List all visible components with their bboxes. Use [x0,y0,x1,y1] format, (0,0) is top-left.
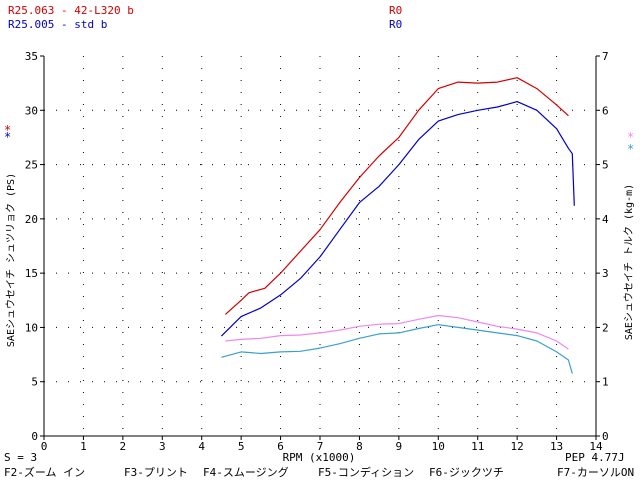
right-marker-pink: * [627,130,635,144]
x-tick-label: 10 [432,440,445,453]
run-1-code: R0 [389,4,403,17]
x-axis-label: RPM (x1000) [283,451,356,464]
fkey-zoom-in-button[interactable]: F2-ズーム イン [4,466,86,479]
x-tick-label: 7 [317,440,324,453]
chart-series [220,77,575,374]
x-tick-label: 14 [589,440,603,453]
power-line-red-run [224,77,569,315]
run-2-code: R0 [389,18,403,31]
chart-axes [43,56,597,437]
x-tick-label: 8 [356,440,363,453]
x-tick-label: 11 [471,440,484,453]
y-left-tick-label: 15 [25,267,38,280]
chart-ticks: 0 1 2 3 4 5 6 7 8 9 10 11 12 13 1405101520253035012345… [25,50,609,453]
y-right-tick-label: 2 [602,321,609,334]
power-line-blue-run [220,100,575,337]
left-marker-blue: * [4,130,12,144]
x-tick-label: 5 [238,440,245,453]
y-left-tick-label: 10 [25,321,38,334]
y-left-tick-label: 5 [31,376,38,389]
y-left-tick-label: 35 [25,50,38,63]
x-tick-label: 1 [80,440,87,453]
y-left-tick-label: 25 [25,159,38,172]
run-1-label: R25.063 - 42-L320 b [8,4,134,17]
torque-line-blue-run [221,324,573,374]
y-left-tick-label: 20 [25,213,38,226]
x-tick-label: 6 [277,440,284,453]
version-label: PEP 4.77J [565,451,625,464]
x-tick-label: 3 [159,440,166,453]
y-right-tick-label: 7 [602,50,609,63]
y-axis-right-label: SAEシュウセイチ トルク (kg-m) [623,184,635,340]
run-2-label: R25.005 - std b [8,18,108,31]
y-right-tick-label: 1 [602,376,609,389]
x-tick-label: 0 [41,440,48,453]
torque-line-red-run [225,314,569,350]
fkey-cursor-on-button[interactable]: F7-カーソルON [557,466,635,479]
y-right-tick-label: 5 [602,159,609,172]
smoothing-status: S = 3 [4,451,38,464]
y-right-tick-label: 3 [602,267,609,280]
x-tick-label: 2 [120,440,127,453]
fkey-measurement-button[interactable]: F6-ジックツチ [429,466,504,479]
y-axis-left-label: SAEシュウセイチ シュツリョク (PS) [5,173,17,347]
right-marker-cyan: * [627,142,635,156]
y-left-tick-label: 30 [25,104,38,117]
fkey-condition-button[interactable]: F5-コンディション [318,466,415,479]
y-right-tick-label: 4 [602,213,609,226]
y-right-tick-label: 6 [602,104,609,117]
fkey-smoothing-button[interactable]: F4-スムージング [203,466,289,479]
x-tick-label: 12 [511,440,524,453]
y-left-tick-label: 0 [31,430,38,443]
x-tick-label: 13 [550,440,563,453]
left-marker-red: * [4,123,12,137]
fkey-print-button[interactable]: F3-プリント [124,466,188,479]
y-right-tick-label: 0 [602,430,609,443]
chart-grid [44,56,596,436]
x-tick-label: 4 [198,440,205,453]
x-tick-label: 9 [396,440,403,453]
